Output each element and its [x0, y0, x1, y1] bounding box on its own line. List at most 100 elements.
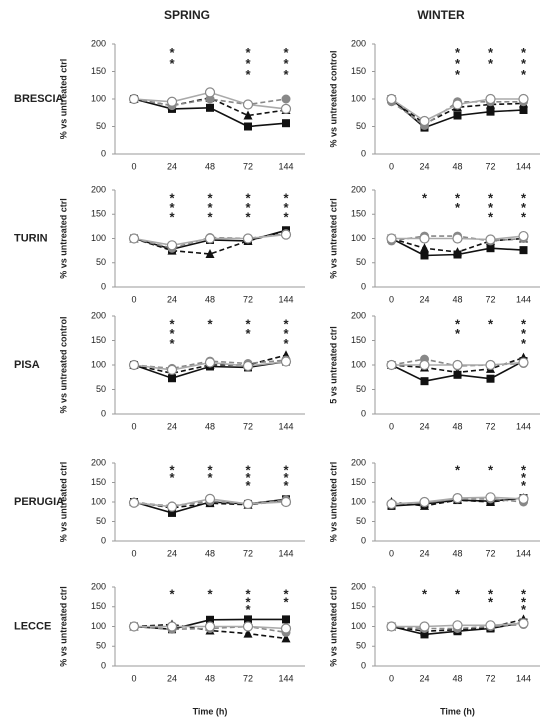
y-tick-label: 50 [96, 384, 106, 394]
y-tick-label: 150 [351, 66, 366, 76]
open-circle-marker [242, 233, 254, 244]
significance-mark: * [455, 200, 461, 215]
y-tick-label: 0 [101, 535, 106, 545]
open-circle-marker [204, 621, 216, 632]
significance-mark: * [283, 67, 289, 82]
significance-mark: * [455, 586, 461, 601]
x-tick-label: 0 [389, 673, 394, 683]
significance-mark: * [283, 45, 289, 60]
y-tick-label: 200 [91, 457, 106, 467]
significance-mark: * [245, 316, 251, 331]
y-axis-label: % vs untreated ctrl [58, 59, 68, 140]
significance-mark: * [488, 594, 494, 609]
significance-mark: * [521, 67, 527, 82]
y-tick-label: 150 [91, 335, 106, 345]
y-axis-label: 5 vs untreated ctrl [328, 326, 338, 404]
square-marker [519, 106, 528, 114]
square-marker [453, 111, 462, 120]
x-tick-label: 48 [452, 161, 462, 171]
significance-mark: * [521, 470, 527, 485]
y-tick-label: 200 [91, 310, 106, 320]
y-axis-label: % vs untreated ctrl [58, 586, 68, 667]
x-tick-label: 72 [485, 673, 495, 683]
significance-mark: * [488, 56, 494, 71]
open-circle-marker [280, 229, 292, 240]
open-circle-marker [386, 233, 397, 244]
x-tick-label: 48 [205, 548, 215, 558]
x-tick-label: 144 [516, 161, 531, 171]
x-tick-label: 72 [485, 161, 495, 171]
y-tick-label: 200 [91, 581, 106, 591]
open-circle-marker [485, 234, 496, 245]
y-tick-label: 0 [361, 281, 366, 291]
row-label: BRESCIA [14, 93, 64, 105]
x-tick-label: 24 [419, 548, 429, 558]
square-marker [168, 508, 176, 517]
significance-mark: * [207, 470, 213, 485]
open-circle-marker [166, 501, 178, 512]
y-tick-label: 200 [351, 581, 366, 591]
y-tick-label: 50 [96, 516, 106, 526]
significance-mark: * [521, 45, 527, 60]
x-tick-label: 24 [419, 294, 429, 304]
y-axis-label: % vs untreated ctrl [58, 198, 68, 279]
significance-mark: * [245, 462, 251, 477]
significance-mark: * [521, 336, 527, 351]
square-marker [519, 246, 528, 255]
significance-mark: * [245, 210, 251, 225]
significance-mark: * [207, 210, 213, 225]
significance-mark: * [283, 594, 289, 609]
significance-mark: * [169, 200, 175, 215]
x-tick-label: 24 [167, 294, 177, 304]
y-tick-label: 150 [91, 209, 106, 219]
y-tick-label: 0 [361, 408, 366, 418]
y-tick-label: 150 [351, 477, 366, 487]
triangle-marker [243, 110, 253, 120]
y-tick-label: 0 [361, 660, 366, 670]
significance-mark: * [169, 316, 175, 331]
significance-mark: * [245, 56, 251, 71]
open-circle-marker [518, 618, 529, 629]
open-circle-marker [452, 233, 463, 244]
x-tick-label: 24 [419, 161, 429, 171]
x-tick-label: 48 [205, 161, 215, 171]
triangle-marker [205, 249, 215, 259]
open-circle-marker [386, 621, 397, 632]
significance-mark: * [245, 586, 251, 601]
y-tick-label: 150 [91, 601, 106, 611]
x-tick-label: 144 [278, 161, 293, 171]
x-tick-label: 72 [243, 161, 253, 171]
x-tick-label: 0 [389, 161, 394, 171]
significance-mark: * [521, 56, 527, 71]
significance-mark: * [169, 190, 175, 205]
open-circle-marker [128, 93, 140, 105]
significance-mark: * [455, 462, 461, 477]
row-label: PERUGIA [14, 496, 64, 508]
x-tick-label: 24 [419, 673, 429, 683]
y-tick-label: 100 [91, 233, 106, 243]
significance-mark: * [283, 462, 289, 477]
significance-mark: * [455, 316, 461, 331]
y-tick-label: 100 [91, 359, 106, 369]
x-tick-label: 0 [389, 421, 394, 431]
y-tick-label: 50 [96, 641, 106, 651]
significance-mark: * [521, 462, 527, 477]
open-circle-marker [166, 96, 178, 107]
significance-mark: * [245, 190, 251, 205]
open-circle-marker [518, 493, 529, 504]
significance-mark: * [245, 326, 251, 341]
significance-mark: * [455, 326, 461, 341]
open-circle-marker [280, 356, 292, 367]
series-line [133, 98, 287, 107]
x-tick-label: 0 [131, 548, 136, 558]
significance-mark: * [245, 594, 251, 609]
significance-mark: * [169, 326, 175, 341]
open-circle-marker [242, 99, 254, 110]
row-label: PISA [14, 359, 40, 371]
square-marker [244, 615, 252, 624]
significance-mark: * [207, 190, 213, 205]
significance-mark: * [488, 45, 494, 60]
x-tick-label: 0 [131, 294, 136, 304]
series-line [133, 354, 287, 375]
open-circle-marker [518, 93, 529, 105]
